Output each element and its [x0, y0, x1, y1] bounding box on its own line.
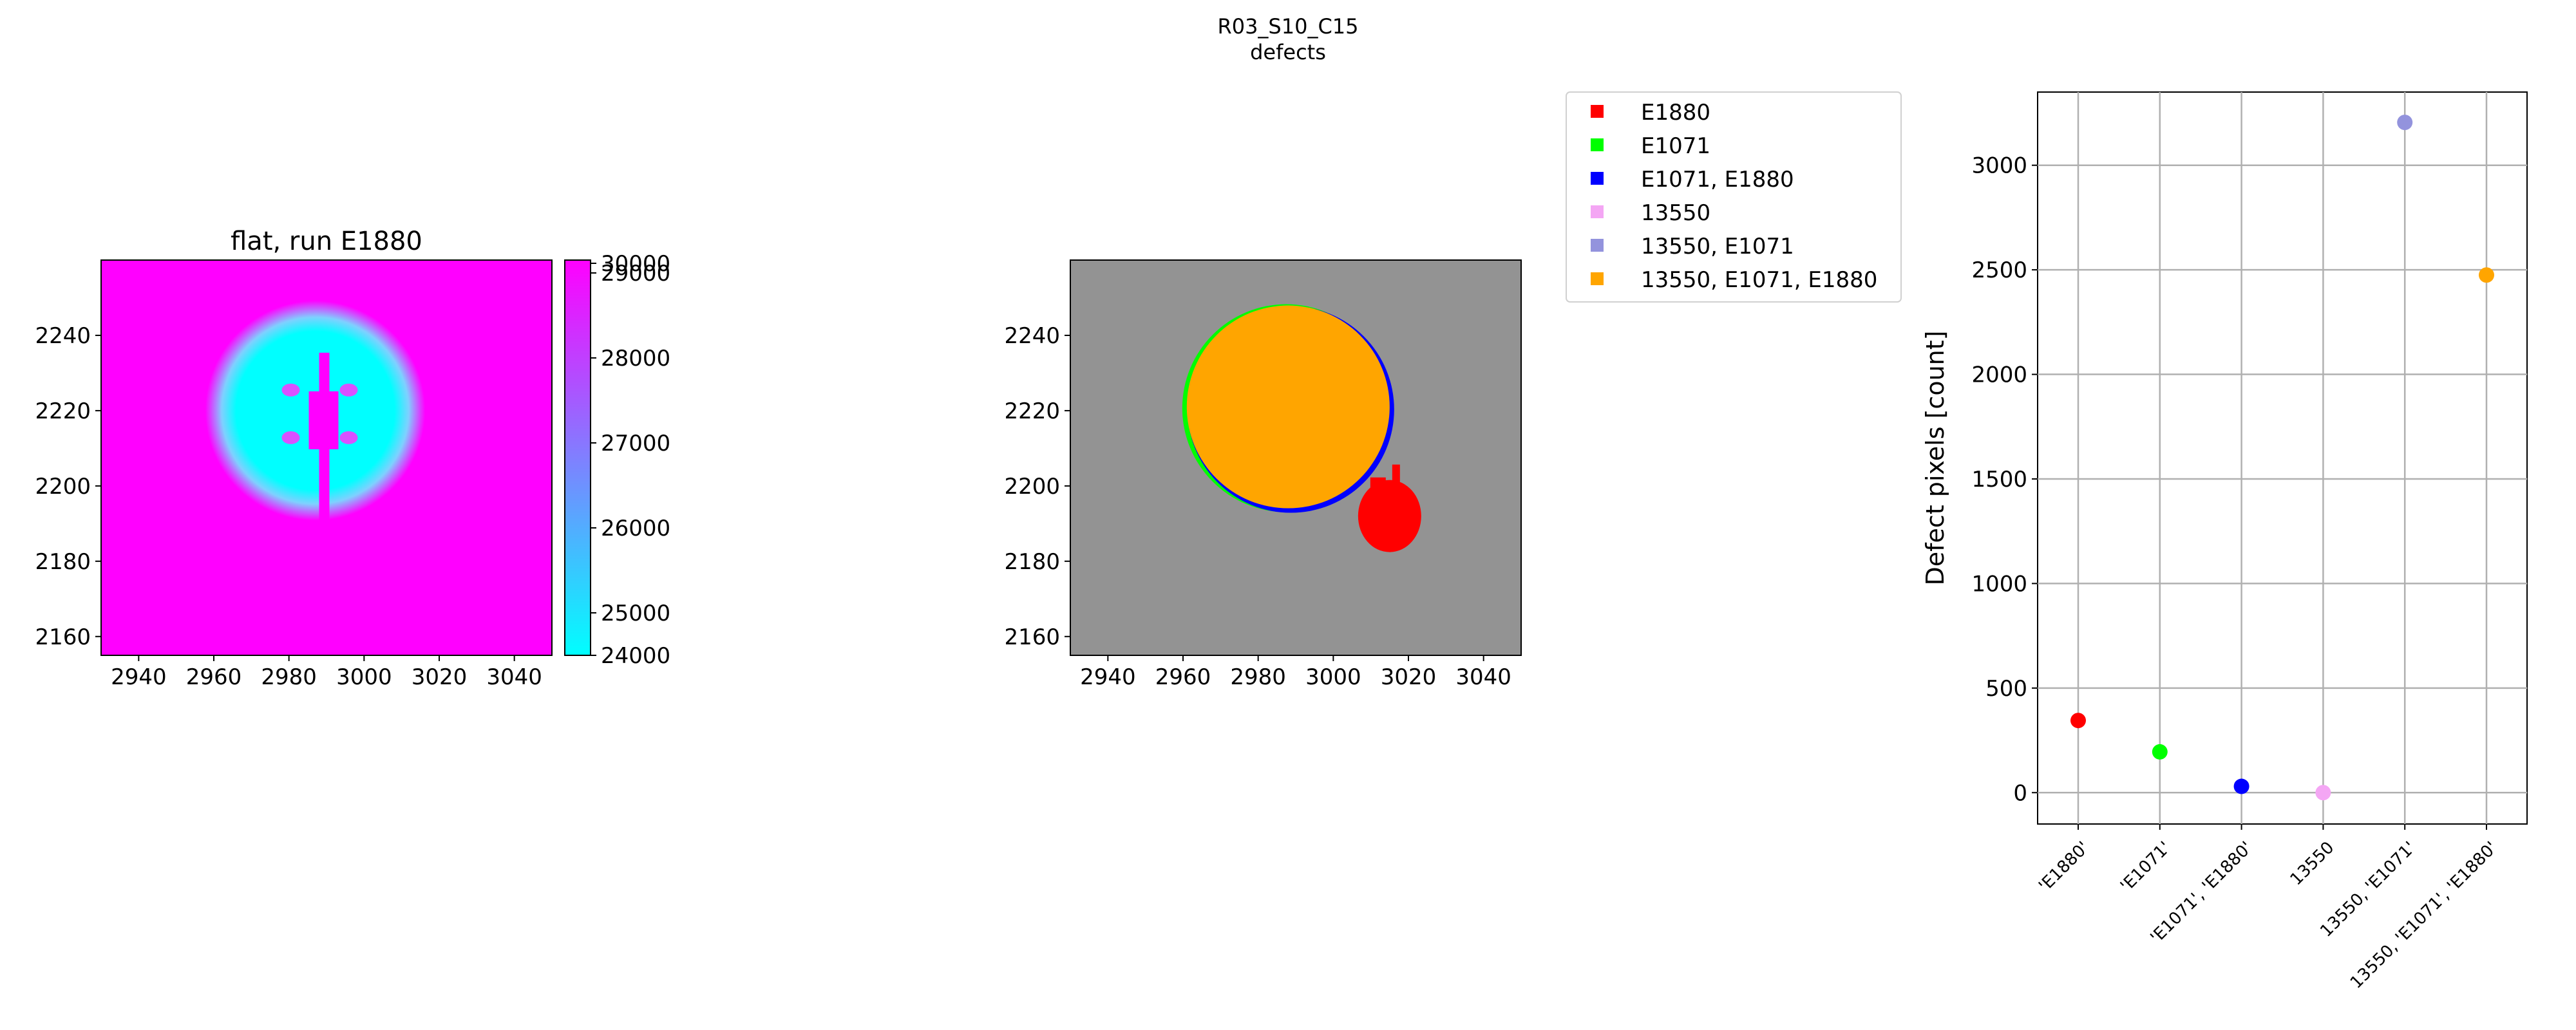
defect-map-xtick-label: 3020 — [1381, 664, 1437, 690]
defect-legend: E1880 E1071 E1071, E1880 13550 13550, E1071 1… — [1566, 91, 1902, 303]
scatter-ytick-label: 3000 — [1971, 153, 2027, 179]
defect-region-E1880-tail — [1370, 477, 1386, 516]
colorbar-tick-label: 30000 — [601, 251, 670, 277]
scatter-xtick-label: 13550 — [2287, 838, 2338, 890]
flat-image-panel: flat, run E1880 2940 2960 2980 3000 3020 3040 2… — [35, 227, 670, 690]
legend-label: E1071, E1880 — [1641, 167, 1794, 192]
colorbar-tick-label: 26000 — [601, 516, 670, 541]
flat-xtick-label: 2960 — [186, 664, 242, 690]
flat-satellite-spot — [339, 383, 358, 397]
colorbar-tick-label: 27000 — [601, 431, 670, 456]
legend-frame — [1566, 91, 1902, 303]
flat-streak-core — [308, 391, 339, 449]
colorbar — [564, 259, 591, 656]
flat-ytick-label: 2180 — [35, 549, 91, 575]
defect-map-xtick-label: 3000 — [1305, 664, 1361, 690]
legend-marker — [1591, 105, 1604, 118]
scatter-ytick-label: 2000 — [1971, 362, 2027, 388]
scatter-ytick-label: 1500 — [1971, 467, 2027, 492]
flat-satellite-spot — [339, 431, 358, 444]
defect-map-ytick-label: 2240 — [1004, 323, 1060, 349]
flat-xtick-label: 3000 — [336, 664, 392, 690]
scatter-point — [2070, 713, 2086, 729]
colorbar-tick-label: 29000 — [601, 261, 670, 286]
defect-map-ytick-label: 2180 — [1004, 549, 1060, 575]
flat-satellite-spot — [281, 431, 300, 444]
flat-title: flat, run E1880 — [231, 227, 422, 256]
flat-xtick-label: 2940 — [111, 664, 167, 690]
defect-map-ytick-label: 2220 — [1004, 398, 1060, 424]
defect-map-xtick-label: 2980 — [1230, 664, 1286, 690]
scatter-ytick-label: 500 — [1985, 676, 2027, 702]
scatter-ylabel: Defect pixels [count] — [1921, 331, 1949, 586]
scatter-xtick-label: 'E1071' — [2117, 838, 2175, 896]
scatter-xtick-label: 'E1880' — [2035, 838, 2093, 896]
scatter-ytick-label: 2500 — [1971, 258, 2027, 283]
defect-map-xtick-label: 2940 — [1080, 664, 1136, 690]
scatter-ytick-label: 0 — [2013, 780, 2027, 806]
defect-map-ytick-label: 2160 — [1004, 624, 1060, 650]
legend-label: E1880 — [1641, 100, 1710, 126]
defect-map-frame — [1070, 259, 1522, 656]
defect-map-ytick-label: 2200 — [1004, 474, 1060, 500]
scatter-frame — [2037, 91, 2528, 825]
defect-map-xtick-label: 3040 — [1455, 664, 1511, 690]
colorbar-tick-label: 28000 — [601, 346, 670, 371]
scatter-point — [2479, 267, 2494, 283]
scatter-point — [2397, 115, 2413, 131]
defect-region-E1880 — [1358, 480, 1421, 552]
defect-region-E1880-tail — [1392, 464, 1400, 491]
scatter-xtick-label: 13550, 'E1071', 'E1880' — [2347, 838, 2501, 993]
flat-xtick-label: 2980 — [261, 664, 317, 690]
scatter-point — [2315, 785, 2331, 801]
suptitle-line1: R03_S10_C15 — [1217, 14, 1358, 39]
legend-label: E1071 — [1641, 133, 1710, 159]
legend-label: 13550 — [1641, 200, 1710, 226]
defect-map-xtick-label: 2960 — [1155, 664, 1211, 690]
flat-satellite-spot — [281, 383, 300, 397]
legend-marker — [1591, 272, 1604, 285]
flat-ytick-label: 2220 — [35, 398, 91, 424]
colorbar-tick-label: 25000 — [601, 601, 670, 626]
scatter-point — [2233, 778, 2249, 794]
defect-region-13550-E1071-E1880 — [1186, 305, 1390, 509]
flat-ytick-label: 2240 — [35, 323, 91, 349]
scatter-ytick-label: 1000 — [1971, 571, 2027, 597]
defect-map-panel: 2940 2960 2980 3000 3020 3040 2160 2180 2200 2220… — [1004, 91, 1902, 690]
flat-xtick-label: 3020 — [412, 664, 468, 690]
legend-marker — [1591, 172, 1604, 185]
legend-label: 13550, E1071 — [1641, 234, 1794, 259]
scatter-point — [2152, 744, 2168, 760]
flat-frame — [100, 259, 553, 656]
legend-marker — [1591, 205, 1604, 218]
suptitle-line2: defects — [1250, 40, 1326, 64]
legend-marker — [1591, 138, 1604, 151]
flat-ytick-label: 2160 — [35, 624, 91, 650]
legend-label: 13550, E1071, E1880 — [1641, 267, 1877, 293]
colorbar-tick-label: 24000 — [601, 643, 670, 669]
legend-marker — [1591, 239, 1604, 252]
flat-ytick-label: 2200 — [35, 474, 91, 500]
flat-xtick-label: 3040 — [486, 664, 542, 690]
